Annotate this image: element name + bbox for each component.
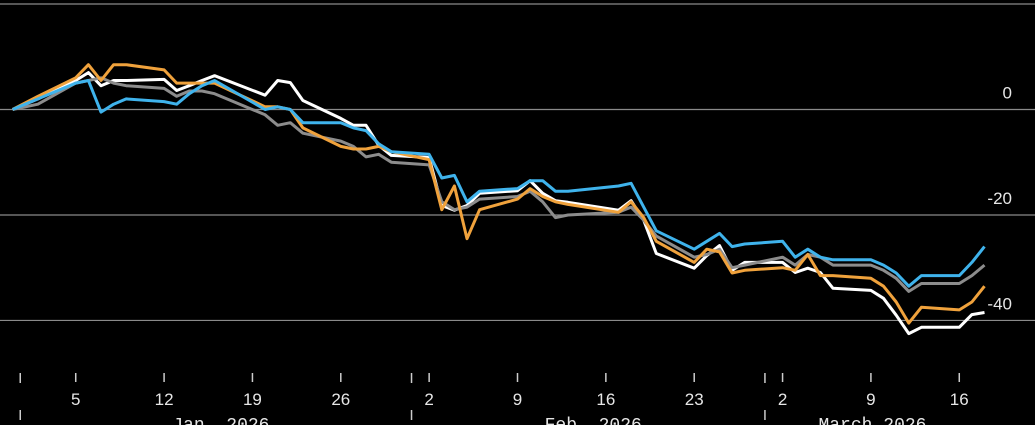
x-tick-label: 9 bbox=[513, 390, 522, 409]
x-tick-label: 16 bbox=[950, 390, 969, 409]
x-tick-label: 2 bbox=[424, 390, 433, 409]
month-label: Feb. 2026 bbox=[545, 416, 642, 425]
month-label: March 2026 bbox=[818, 416, 926, 425]
y-tick-label: -20 bbox=[987, 189, 1012, 208]
y-tick-label: -40 bbox=[987, 294, 1012, 313]
series-line bbox=[12, 76, 986, 293]
x-tick-label: 16 bbox=[596, 390, 615, 409]
series-line bbox=[12, 79, 986, 288]
x-tick-label: 26 bbox=[331, 390, 350, 409]
month-label: Jan. 2026 bbox=[172, 416, 269, 425]
y-tick-label: 0 bbox=[1003, 83, 1012, 102]
x-tick-label: 12 bbox=[155, 390, 174, 409]
x-tick-label: 5 bbox=[71, 390, 80, 409]
x-tick-label: 2 bbox=[778, 390, 787, 409]
x-tick-label: 19 bbox=[243, 390, 262, 409]
series-line bbox=[11, 63, 986, 325]
x-tick-label: 23 bbox=[685, 390, 704, 409]
series-line bbox=[12, 71, 985, 336]
x-tick-label: 9 bbox=[866, 390, 875, 409]
